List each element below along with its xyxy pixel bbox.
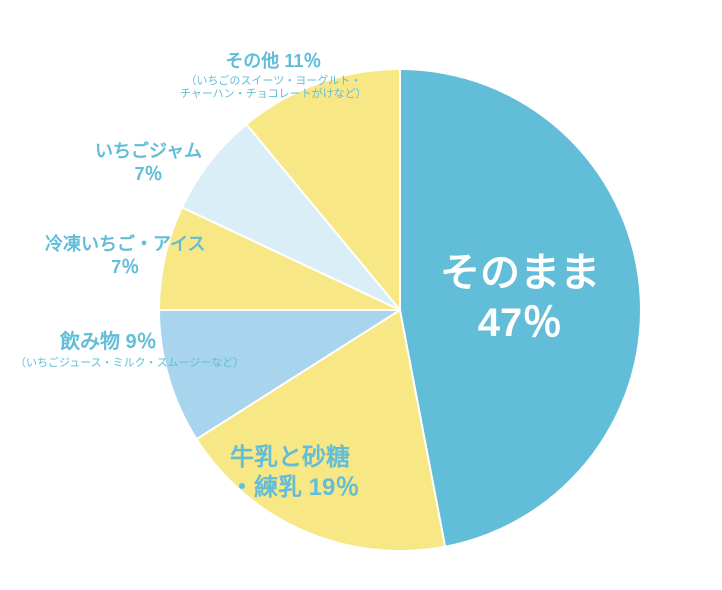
slice-label-ice: 冷凍いちご・アイス 7％ [45, 233, 206, 278]
slice-label-other: その他 11％ （いちごのスイーツ・ヨーグルト・チャーハン・チョコレートがけなど… [180, 50, 367, 102]
slice-label-jam: いちごジャム 7％ [95, 140, 202, 185]
slice-label-drink-line1: 飲み物 9％ [60, 330, 244, 355]
slice-label-drink-sub: （いちごジュース・ミルク・スムージーなど） [15, 357, 244, 371]
slice-label-main-line1: そのまま [440, 248, 600, 298]
slice-label-other-sub: （いちごのスイーツ・ヨーグルト・チャーハン・チョコレートがけなど） [180, 75, 367, 103]
slice-label-drink: 飲み物 9％ （いちごジュース・ミルク・スムージーなど） [60, 330, 244, 371]
slice-label-jam-line1: いちごジャム [95, 140, 202, 163]
pie-chart: そのまま 47％ 牛乳と砂糖 ・練乳 19％ 飲み物 9％ （いちごジュース・ミ… [0, 0, 722, 590]
slice-label-milk: 牛乳と砂糖 ・練乳 19％ [230, 443, 359, 503]
slice-label-ice-line2: 7％ [45, 256, 206, 279]
slice-label-other-line1: その他 11％ [180, 50, 367, 73]
slice-label-milk-line1: 牛乳と砂糖 [230, 443, 359, 473]
slice-label-main-line2: 47％ [440, 298, 600, 348]
slice-label-ice-line1: 冷凍いちご・アイス [45, 233, 206, 256]
slice-label-main: そのまま 47％ [440, 248, 600, 348]
slice-label-milk-line2: ・練乳 19％ [230, 473, 359, 503]
slice-label-jam-line2: 7％ [95, 163, 202, 186]
